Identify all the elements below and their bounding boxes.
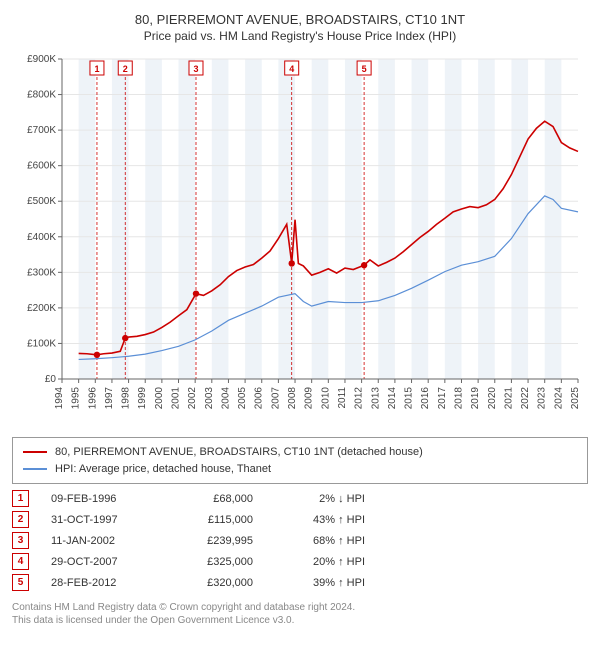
page-title: 80, PIERREMONT AVENUE, BROADSTAIRS, CT10… bbox=[12, 12, 588, 27]
svg-text:2024: 2024 bbox=[553, 387, 564, 410]
svg-text:2008: 2008 bbox=[287, 387, 298, 410]
svg-text:£900K: £900K bbox=[27, 54, 56, 65]
svg-text:2021: 2021 bbox=[503, 387, 514, 410]
transaction-date: 29-OCT-2007 bbox=[51, 556, 151, 568]
transaction-diff: 2% ↓ HPI bbox=[275, 493, 365, 505]
legend-swatch bbox=[23, 468, 47, 470]
svg-text:£100K: £100K bbox=[27, 338, 56, 349]
svg-text:2010: 2010 bbox=[320, 387, 331, 410]
svg-text:1994: 1994 bbox=[54, 387, 65, 410]
svg-text:£800K: £800K bbox=[27, 90, 56, 101]
svg-text:£0: £0 bbox=[45, 374, 57, 385]
svg-text:1998: 1998 bbox=[121, 387, 132, 410]
transaction-row: 1 09-FEB-1996 £68,000 2% ↓ HPI bbox=[12, 490, 588, 507]
transaction-price: £325,000 bbox=[173, 556, 253, 568]
svg-text:3: 3 bbox=[193, 64, 198, 74]
transaction-date: 09-FEB-1996 bbox=[51, 493, 151, 505]
svg-text:2013: 2013 bbox=[370, 387, 381, 410]
svg-text:2011: 2011 bbox=[337, 387, 348, 409]
svg-text:£200K: £200K bbox=[27, 303, 56, 314]
svg-text:£300K: £300K bbox=[27, 267, 56, 278]
transaction-diff: 68% ↑ HPI bbox=[275, 535, 365, 547]
transaction-price: £239,995 bbox=[173, 535, 253, 547]
svg-text:£400K: £400K bbox=[27, 232, 56, 243]
svg-text:2005: 2005 bbox=[237, 387, 248, 410]
svg-text:1996: 1996 bbox=[87, 387, 98, 410]
svg-text:2025: 2025 bbox=[570, 387, 581, 410]
legend-item: HPI: Average price, detached house, Than… bbox=[23, 461, 577, 478]
svg-text:4: 4 bbox=[289, 64, 294, 74]
transaction-price: £68,000 bbox=[173, 493, 253, 505]
transaction-date: 11-JAN-2002 bbox=[51, 535, 151, 547]
transaction-diff: 43% ↑ HPI bbox=[275, 514, 365, 526]
legend-label: 80, PIERREMONT AVENUE, BROADSTAIRS, CT10… bbox=[55, 444, 423, 461]
svg-text:2001: 2001 bbox=[171, 387, 182, 410]
transaction-row: 5 28-FEB-2012 £320,000 39% ↑ HPI bbox=[12, 574, 588, 591]
svg-text:5: 5 bbox=[362, 64, 367, 74]
transaction-marker: 5 bbox=[12, 574, 29, 591]
transaction-marker: 2 bbox=[12, 511, 29, 528]
transaction-row: 4 29-OCT-2007 £325,000 20% ↑ HPI bbox=[12, 553, 588, 570]
svg-text:2012: 2012 bbox=[354, 387, 365, 410]
svg-text:1997: 1997 bbox=[104, 387, 115, 410]
svg-text:2007: 2007 bbox=[270, 387, 281, 410]
transaction-diff: 20% ↑ HPI bbox=[275, 556, 365, 568]
svg-text:2009: 2009 bbox=[304, 387, 315, 410]
transaction-row: 2 31-OCT-1997 £115,000 43% ↑ HPI bbox=[12, 511, 588, 528]
page-subtitle: Price paid vs. HM Land Registry's House … bbox=[12, 29, 588, 43]
svg-text:1: 1 bbox=[94, 64, 99, 74]
svg-text:2015: 2015 bbox=[404, 387, 415, 410]
transaction-diff: 39% ↑ HPI bbox=[275, 577, 365, 589]
attribution-line: Contains HM Land Registry data © Crown c… bbox=[12, 601, 588, 614]
transaction-price: £115,000 bbox=[173, 514, 253, 526]
svg-text:2016: 2016 bbox=[420, 387, 431, 410]
svg-text:2: 2 bbox=[123, 64, 128, 74]
transaction-marker: 1 bbox=[12, 490, 29, 507]
svg-text:2014: 2014 bbox=[387, 387, 398, 410]
svg-text:2020: 2020 bbox=[487, 387, 498, 410]
svg-text:2018: 2018 bbox=[453, 387, 464, 410]
svg-text:2022: 2022 bbox=[520, 387, 531, 410]
legend: 80, PIERREMONT AVENUE, BROADSTAIRS, CT10… bbox=[12, 437, 588, 484]
transaction-price: £320,000 bbox=[173, 577, 253, 589]
svg-text:2019: 2019 bbox=[470, 387, 481, 410]
svg-text:£500K: £500K bbox=[27, 196, 56, 207]
svg-text:£600K: £600K bbox=[27, 161, 56, 172]
transaction-row: 3 11-JAN-2002 £239,995 68% ↑ HPI bbox=[12, 532, 588, 549]
transaction-date: 31-OCT-1997 bbox=[51, 514, 151, 526]
svg-text:2023: 2023 bbox=[537, 387, 548, 410]
svg-text:2000: 2000 bbox=[154, 387, 165, 410]
legend-label: HPI: Average price, detached house, Than… bbox=[55, 461, 271, 478]
svg-text:2003: 2003 bbox=[204, 387, 215, 410]
price-chart: 1 2 3 4 5 £0 £100K £200K £300K £400K £500K £600K £70… bbox=[12, 49, 588, 429]
legend-item: 80, PIERREMONT AVENUE, BROADSTAIRS, CT10… bbox=[23, 444, 577, 461]
svg-text:2004: 2004 bbox=[220, 387, 231, 410]
svg-text:2017: 2017 bbox=[437, 387, 448, 410]
svg-text:2002: 2002 bbox=[187, 387, 198, 410]
transaction-marker: 3 bbox=[12, 532, 29, 549]
svg-text:£700K: £700K bbox=[27, 125, 56, 136]
svg-text:2006: 2006 bbox=[254, 387, 265, 410]
svg-text:1999: 1999 bbox=[137, 387, 148, 410]
legend-swatch bbox=[23, 451, 47, 453]
attribution: Contains HM Land Registry data © Crown c… bbox=[12, 601, 588, 627]
svg-text:1995: 1995 bbox=[71, 387, 82, 410]
transaction-date: 28-FEB-2012 bbox=[51, 577, 151, 589]
transactions-table: 1 09-FEB-1996 £68,000 2% ↓ HPI 2 31-OCT-1997 £… bbox=[12, 490, 588, 591]
attribution-line: This data is licensed under the Open Gov… bbox=[12, 614, 588, 627]
transaction-marker: 4 bbox=[12, 553, 29, 570]
